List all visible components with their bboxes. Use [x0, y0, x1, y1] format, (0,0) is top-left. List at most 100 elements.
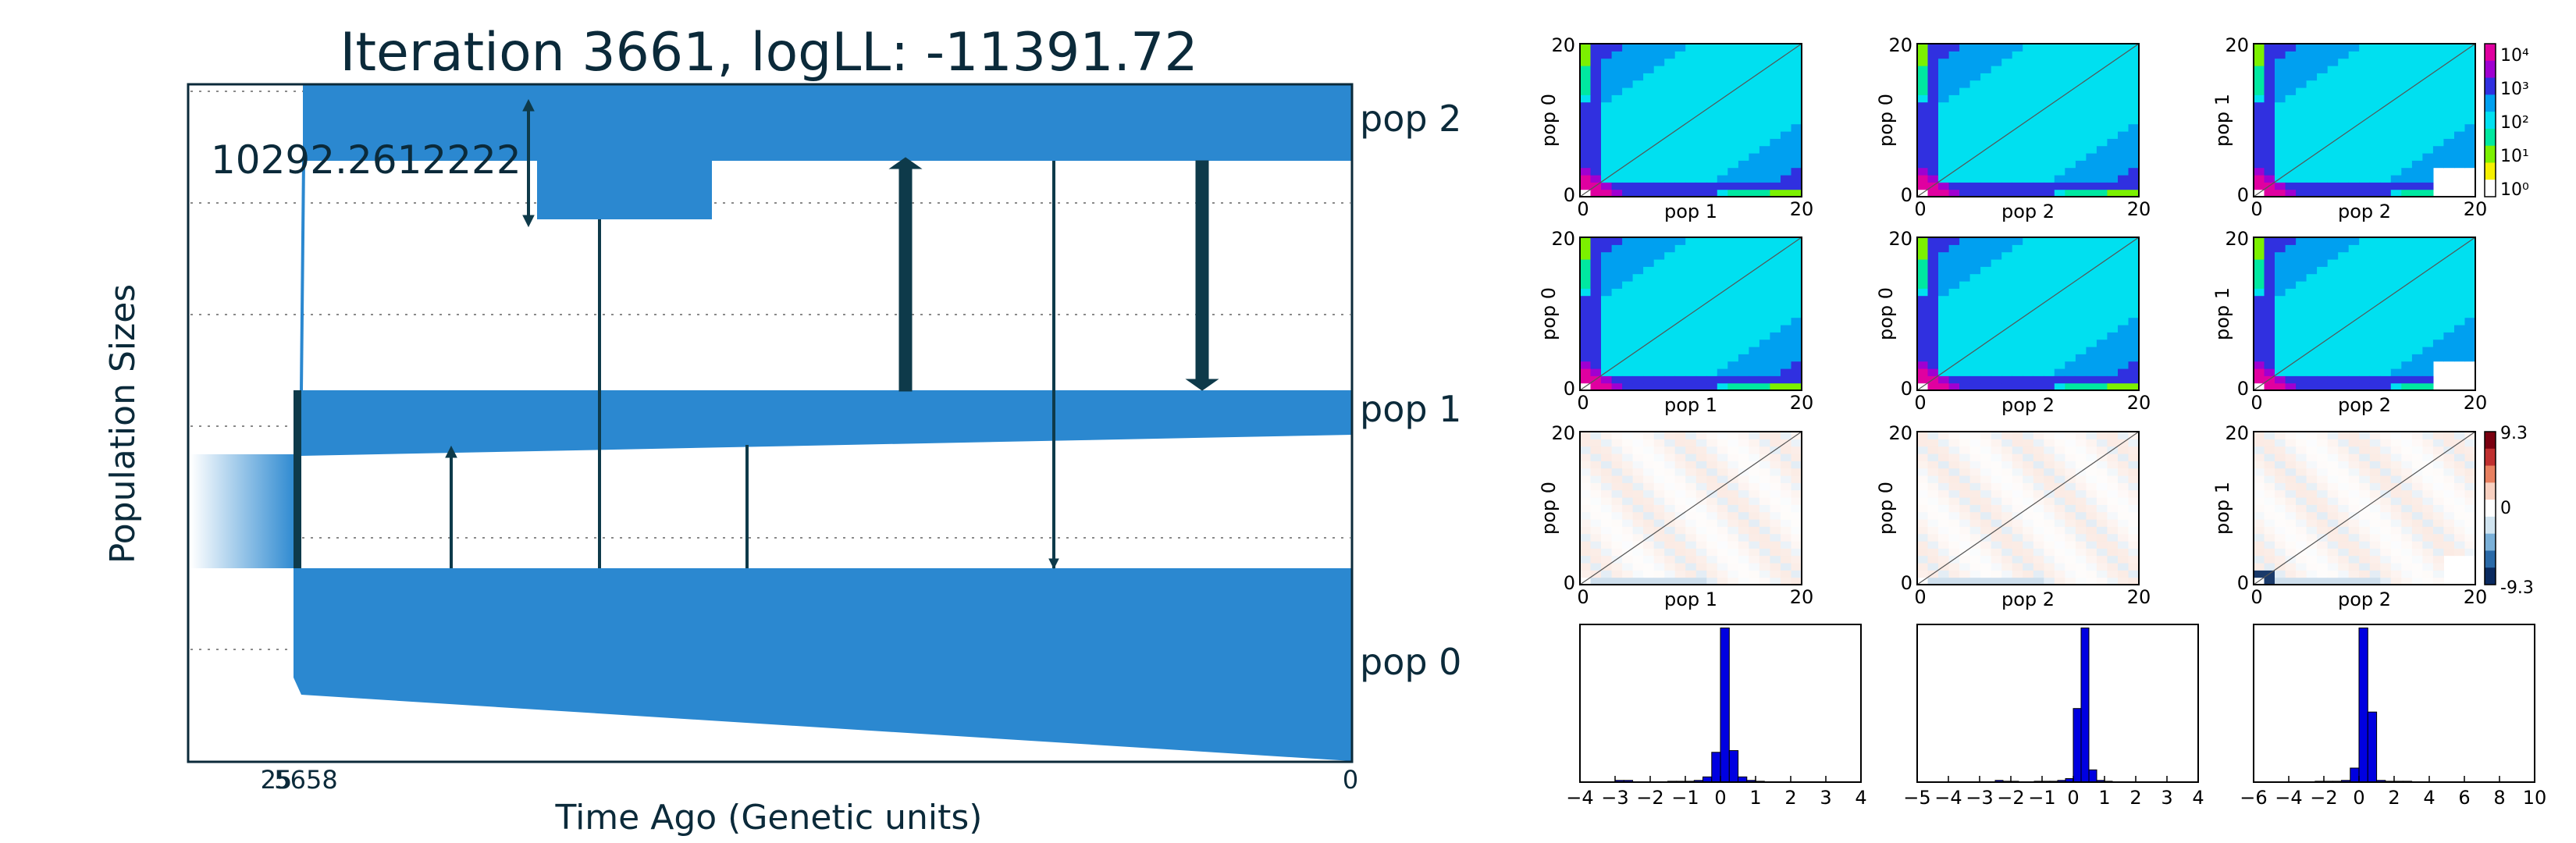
- sfs-cell: [1770, 80, 1781, 88]
- sfs-cell: [2390, 533, 2402, 542]
- sfs-cell: [1727, 511, 1739, 520]
- sfs-cell: [2086, 160, 2097, 169]
- sfs-cell: [2075, 66, 2087, 73]
- sfs-cell: [2443, 548, 2455, 557]
- x-tick-max: 20: [2127, 586, 2151, 608]
- sfs-cell: [2422, 94, 2434, 103]
- sfs-cell: [2107, 145, 2119, 154]
- sfs-cell: [2411, 295, 2423, 304]
- sfs-cell: [2054, 526, 2065, 535]
- sfs-cell: [2065, 454, 2076, 461]
- sfs-cell: [1664, 339, 1676, 347]
- sfs-cell: [2054, 577, 2065, 585]
- sfs-cell: [2107, 339, 2119, 347]
- sfs-cell: [1611, 439, 1623, 447]
- sfs-cell: [1759, 504, 1770, 513]
- sfs-cell: [2033, 244, 2044, 253]
- sfs-cell: [1791, 175, 1802, 183]
- sfs-cell: [1991, 51, 2002, 59]
- sfs-cell: [1791, 66, 1802, 73]
- sfs-cell: [1611, 497, 1623, 505]
- sfs-cell: [1938, 555, 1950, 564]
- sfs-cell: [1653, 339, 1665, 347]
- sfs-cell: [2023, 361, 2034, 369]
- sfs-cell: [2128, 175, 2140, 183]
- sfs-cell: [1959, 109, 1971, 117]
- sfs-cell: [1927, 303, 1939, 311]
- sfs-cell: [1611, 526, 1623, 535]
- sfs-cell: [1791, 339, 1802, 347]
- sfs-cell: [1959, 259, 1971, 267]
- sfs-cell: [2107, 489, 2119, 498]
- y-tick-min: 0: [1901, 184, 1912, 206]
- sfs-cell: [2380, 310, 2392, 318]
- sfs-cell: [2348, 73, 2360, 81]
- sfs-cell: [1611, 116, 1623, 125]
- sfs-cell: [1664, 570, 1676, 578]
- histogram-bar: [2367, 711, 2378, 783]
- sfs-cell: [2118, 548, 2129, 557]
- sfs-cell: [1695, 145, 1707, 154]
- sfs-cell: [2264, 138, 2275, 147]
- sfs-cell: [2359, 303, 2371, 311]
- sfs-cell: [1791, 317, 1802, 325]
- sfs-cell: [2401, 382, 2413, 391]
- sfs-cell: [2306, 533, 2318, 542]
- sfs-cell: [1622, 577, 1634, 585]
- colorbar-segment: [2485, 482, 2496, 500]
- sfs-cell: [2359, 237, 2371, 245]
- sfs-cell: [1632, 160, 1644, 169]
- sfs-cell: [2075, 454, 2087, 461]
- x-tick-label: −2: [2310, 787, 2337, 809]
- sfs-cell: [2065, 461, 2076, 469]
- sfs-cell: [2464, 354, 2476, 362]
- sfs-cell: [1632, 475, 1644, 483]
- sfs-cell: [2096, 555, 2108, 564]
- x-tick-label: −1: [1671, 787, 1699, 809]
- sfs-cell: [1738, 577, 1749, 585]
- sfs-cell: [2369, 439, 2381, 447]
- sfs-cell: [1917, 87, 1929, 95]
- sfs-cell: [1695, 167, 1707, 176]
- sfs-cell: [1706, 354, 1718, 362]
- sfs-cell: [2432, 80, 2444, 88]
- x-tick-label: 1: [1749, 787, 1761, 809]
- sfs-cell: [1580, 73, 1592, 81]
- sfs-cell: [1706, 237, 1718, 245]
- sfs-cell: [2432, 273, 2444, 282]
- sfs-cell: [2369, 541, 2381, 549]
- sfs-cell: [2432, 325, 2444, 333]
- sfs-cell: [2254, 541, 2265, 549]
- sfs-cell: [1632, 281, 1644, 289]
- sfs-cell: [2380, 482, 2392, 491]
- sfs-cell: [1959, 482, 1971, 491]
- sfs-cell: [2001, 317, 2013, 325]
- sfs-cell: [1770, 468, 1781, 476]
- sfs-cell: [1695, 182, 1707, 190]
- sfs-cell: [1969, 332, 1981, 340]
- x-tick-label: 2: [1784, 787, 1796, 809]
- sfs-cell: [1991, 288, 2002, 297]
- sfs-cell: [1927, 511, 1939, 520]
- sfs-cell: [2044, 526, 2055, 535]
- sfs-cell: [2033, 237, 2044, 245]
- sfs-cell: [1781, 382, 1792, 391]
- sfs-cell: [1580, 468, 1592, 476]
- sfs-cell: [1938, 51, 1950, 59]
- sfs-cell: [2411, 382, 2423, 391]
- sfs-cell: [2443, 497, 2455, 505]
- sfs-cell: [1717, 259, 1728, 267]
- sfs-cell: [2065, 325, 2076, 333]
- sfs-cell: [1580, 368, 1592, 376]
- sfs-cell: [2422, 116, 2434, 125]
- sfs-cell: [1590, 123, 1602, 132]
- sfs-cell: [1969, 497, 1981, 505]
- sfs-cell: [1917, 251, 1929, 260]
- sfs-cell: [1601, 44, 1613, 52]
- x-tick-label: 4: [2423, 787, 2435, 809]
- sfs-cell: [1695, 541, 1707, 549]
- sfs-cell: [2390, 541, 2402, 549]
- sfs-cell: [2401, 361, 2413, 369]
- sfs-cell: [2464, 310, 2476, 318]
- sfs-cell: [1938, 131, 1950, 139]
